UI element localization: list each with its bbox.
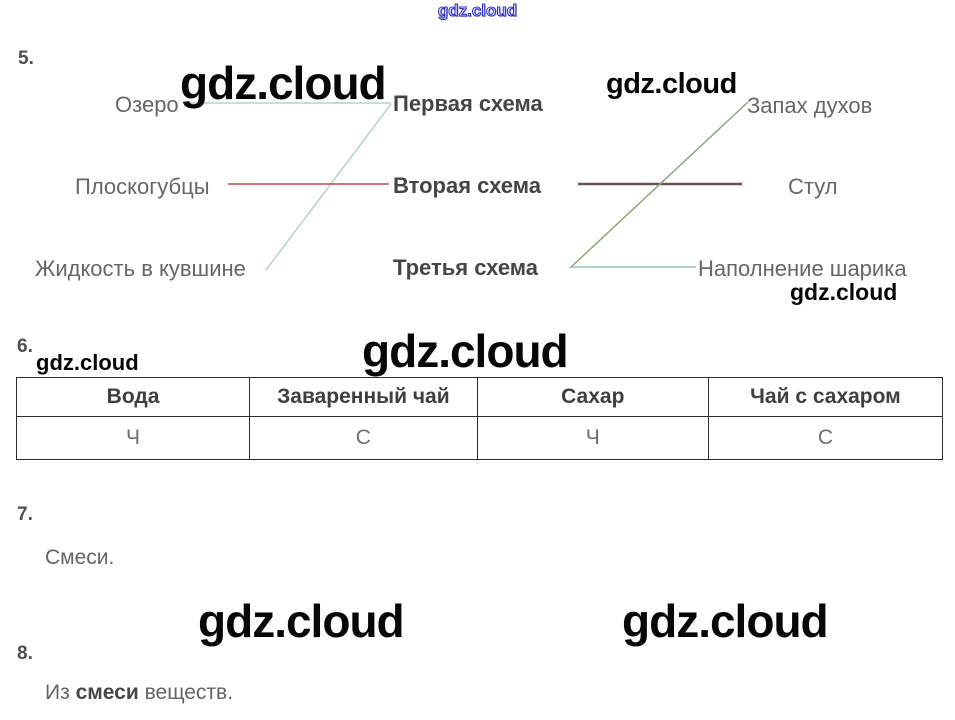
- exercise-8-answer-bold: смеси: [75, 681, 139, 704]
- table-header-sakhar: Сахар: [477, 378, 709, 417]
- exercise-8-answer-suffix: веществ.: [138, 681, 234, 704]
- table-cell-zavarennyi-chai: С: [250, 417, 478, 459]
- answer-table: Вода Заваренный чай Сахар Чай с сахаром …: [16, 377, 943, 460]
- watermark-section7-right: gdz.cloud: [622, 595, 829, 647]
- match-middle-pervaya-skhema: Первая схема: [393, 91, 543, 116]
- table-cell-chai-s-sakharom: С: [817, 426, 834, 449]
- match-right-napolnenie-sharika: Наполнение шарика: [698, 256, 907, 281]
- match-middle-tretya-skhema: Третья схема: [393, 255, 539, 280]
- watermark-section5-bottom: gdz.cloud: [790, 279, 898, 305]
- match-left-zhidkost-v-kuvshine: Жидкость в кувшине: [35, 256, 246, 281]
- watermark-section5-big: gdz.cloud: [180, 57, 387, 109]
- exercise-8-number: 8.: [17, 643, 33, 664]
- watermark-section6-small: gdz.cloud: [36, 350, 139, 375]
- exercise-6-number: 6.: [17, 336, 33, 357]
- table-header-voda: Вода: [17, 378, 251, 417]
- exercise-5-number: 5.: [18, 48, 34, 69]
- exercise-7-answer: Смеси.: [45, 546, 115, 569]
- site-watermark-top: gdz.cloud: [437, 1, 518, 21]
- watermark-section5-right: gdz.cloud: [606, 68, 737, 100]
- table-cell-sakhar: Ч: [478, 417, 709, 459]
- match-left-ploskogubtsy: Плоскогубцы: [75, 174, 210, 199]
- table-header-chai-s-sakharom: Чай с сахаром: [708, 378, 942, 417]
- match-right-stul: Стул: [788, 174, 838, 199]
- exercise-8-answer: Из смеси веществ.: [45, 681, 233, 705]
- line-tretya-skhema-zapakh-dukhov: [569, 101, 749, 269]
- match-left-ozero: Озеро: [115, 92, 179, 117]
- table-cell-voda: Ч: [17, 417, 251, 459]
- line-zhidkost-pervaya-skhema: [265, 103, 392, 271]
- exercise-8-answer-prefix: Из: [45, 681, 76, 704]
- match-right-zapakh-dukhov: Запах духов: [747, 93, 873, 118]
- match-middle-vtoraya-skhema: Вторая схема: [393, 173, 541, 198]
- table-header-zavarennyi-chai: Заваренный чай: [250, 378, 478, 417]
- watermark-section6-big: gdz.cloud: [362, 325, 569, 377]
- exercise-7-number: 7.: [17, 504, 33, 525]
- watermark-section7-left: gdz.cloud: [198, 595, 405, 647]
